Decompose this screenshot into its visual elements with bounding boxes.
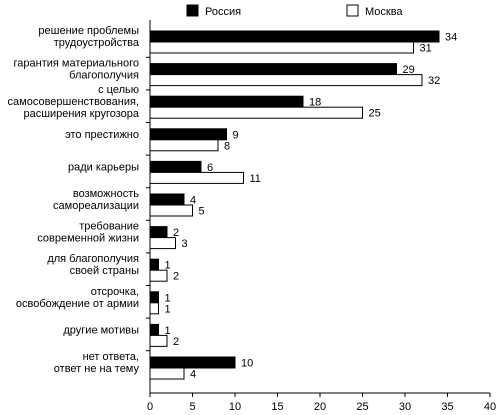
bar-moscow-3 bbox=[149, 106, 363, 119]
value-label-moscow-11: 4 bbox=[190, 369, 196, 381]
value-label-moscow-7: 3 bbox=[182, 238, 188, 250]
value-label-russia-5: 6 bbox=[207, 162, 213, 174]
category-label-7: требование современной жизни bbox=[37, 221, 139, 245]
value-label-moscow-5: 11 bbox=[250, 173, 261, 185]
legend: Россия Москва bbox=[186, 4, 403, 18]
axes: 0 5 10 15 20 25 30 35 40 bbox=[146, 20, 496, 413]
x-tick-label-1: 0 bbox=[147, 401, 153, 413]
bar-moscow-5 bbox=[149, 171, 244, 184]
value-label-russia-8: 1 bbox=[165, 260, 171, 272]
category-label-1: решение проблемы трудоустройства bbox=[38, 25, 139, 49]
category-label-10: другие мотивы bbox=[63, 324, 139, 336]
bar-moscow-10 bbox=[149, 334, 168, 347]
bar-russia-5 bbox=[149, 160, 202, 173]
x-tick-label-4: 15 bbox=[271, 401, 283, 413]
bar-moscow-9 bbox=[149, 302, 159, 315]
value-label-russia-7: 2 bbox=[173, 227, 179, 239]
value-label-moscow-10: 2 bbox=[173, 336, 179, 348]
value-label-russia-10: 1 bbox=[165, 325, 171, 337]
x-tick-label-3: 10 bbox=[229, 401, 241, 413]
value-label-moscow-4: 8 bbox=[224, 140, 230, 152]
bar-russia-11 bbox=[149, 356, 236, 369]
x-tick-label-6: 25 bbox=[356, 401, 368, 413]
legend-label-2: Москва bbox=[365, 6, 403, 18]
legend-label-1: Россия bbox=[205, 6, 241, 18]
value-label-moscow-9: 1 bbox=[165, 303, 171, 315]
category-label-2: гарантия материального благополучия bbox=[14, 58, 140, 82]
value-label-russia-11: 10 bbox=[241, 358, 253, 370]
category-label-4: это престижно bbox=[65, 129, 139, 141]
category-label-8: для благополучия своей страны bbox=[47, 253, 139, 277]
value-label-moscow-1: 31 bbox=[420, 43, 432, 55]
value-label-russia-9: 1 bbox=[165, 292, 171, 304]
value-label-moscow-8: 2 bbox=[173, 271, 179, 283]
value-label-russia-3: 18 bbox=[309, 97, 321, 109]
category-label-6: возможность самореализации bbox=[53, 188, 139, 212]
bar-moscow-4 bbox=[149, 139, 219, 152]
category-label-3: с целью самосовершенствования, расширения … bbox=[8, 84, 140, 120]
value-label-russia-6: 4 bbox=[190, 195, 196, 207]
x-tick-label-2: 5 bbox=[189, 401, 195, 413]
bar-russia-7 bbox=[149, 226, 168, 239]
bar-russia-9 bbox=[149, 291, 159, 304]
bar-moscow-7 bbox=[149, 237, 176, 250]
value-label-moscow-6: 5 bbox=[199, 206, 205, 218]
x-tick-label-5: 20 bbox=[314, 401, 326, 413]
category-label-5: ради карьеры bbox=[68, 161, 139, 173]
bar-russia-2 bbox=[149, 63, 397, 76]
bar-moscow-6 bbox=[149, 204, 193, 217]
bar-russia-6 bbox=[149, 193, 185, 206]
legend-swatch-1 bbox=[186, 4, 199, 17]
bar-russia-10 bbox=[149, 323, 159, 336]
legend-swatch-2 bbox=[346, 4, 359, 17]
bar-russia-4 bbox=[149, 128, 227, 141]
x-tick-label-8: 35 bbox=[441, 401, 453, 413]
value-label-russia-4: 9 bbox=[233, 129, 239, 141]
value-label-moscow-3: 25 bbox=[369, 108, 381, 120]
bar-russia-8 bbox=[149, 258, 159, 271]
value-label-russia-2: 29 bbox=[403, 64, 415, 76]
x-tick-label-9: 40 bbox=[484, 401, 496, 413]
bar-russia-3 bbox=[149, 95, 304, 108]
value-label-russia-1: 34 bbox=[445, 32, 457, 44]
bar-moscow-8 bbox=[149, 269, 168, 282]
bar-russia-1 bbox=[149, 30, 440, 43]
bar-moscow-11 bbox=[149, 367, 185, 380]
bar-moscow-2 bbox=[149, 74, 423, 87]
category-label-11: нет ответа, ответ не на тему bbox=[54, 351, 140, 375]
bar-moscow-1 bbox=[149, 41, 414, 54]
value-label-moscow-2: 32 bbox=[428, 75, 440, 87]
category-label-9: отсрочка, освобождение от армии bbox=[16, 286, 139, 310]
x-tick-label-7: 30 bbox=[399, 401, 411, 413]
